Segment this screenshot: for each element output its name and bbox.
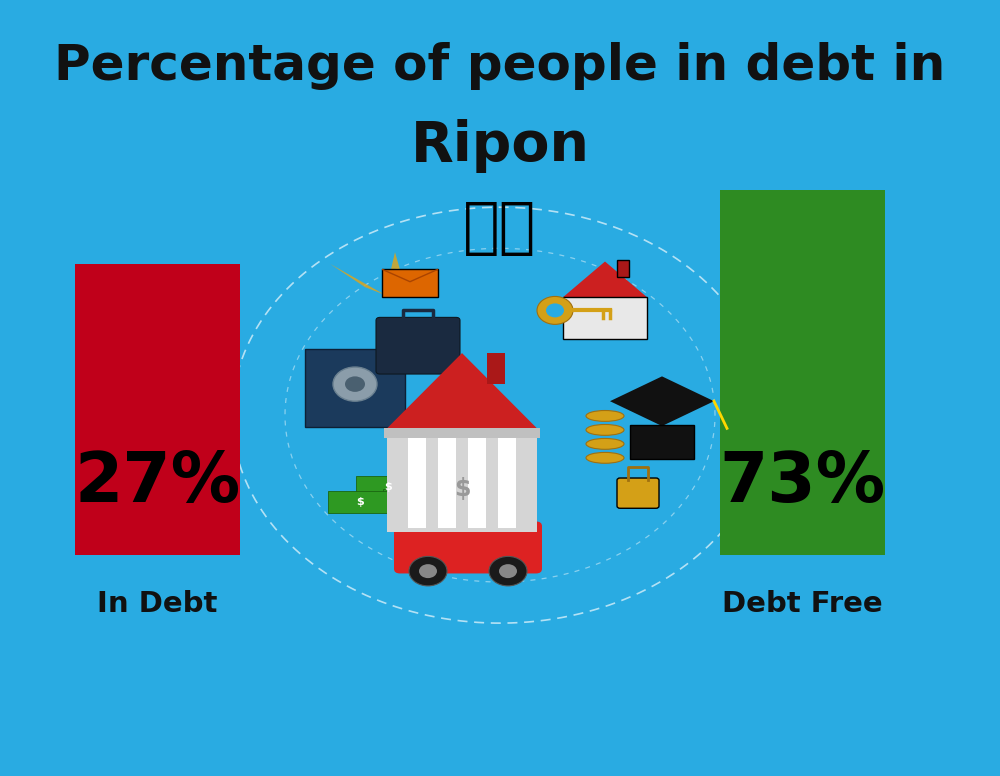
FancyBboxPatch shape	[487, 353, 505, 384]
Ellipse shape	[586, 438, 624, 449]
Text: Ripon: Ripon	[411, 119, 590, 173]
Text: $: $	[411, 495, 419, 504]
FancyBboxPatch shape	[394, 521, 542, 573]
FancyBboxPatch shape	[563, 297, 647, 339]
FancyBboxPatch shape	[383, 489, 447, 511]
Circle shape	[489, 556, 527, 586]
Text: 🇬🇧: 🇬🇧	[463, 199, 537, 258]
FancyBboxPatch shape	[387, 428, 537, 532]
Text: In Debt: In Debt	[97, 590, 218, 618]
Polygon shape	[610, 376, 714, 426]
Circle shape	[537, 296, 573, 324]
Ellipse shape	[586, 411, 624, 421]
Circle shape	[345, 376, 365, 392]
FancyBboxPatch shape	[720, 190, 885, 555]
Polygon shape	[387, 353, 537, 428]
FancyBboxPatch shape	[617, 478, 659, 508]
FancyBboxPatch shape	[468, 438, 486, 528]
FancyBboxPatch shape	[356, 476, 420, 497]
Polygon shape	[330, 264, 385, 295]
Circle shape	[546, 303, 564, 317]
Text: $: $	[454, 477, 470, 501]
Text: Percentage of people in debt in: Percentage of people in debt in	[54, 42, 946, 90]
FancyBboxPatch shape	[498, 438, 516, 528]
Text: $: $	[356, 497, 364, 507]
FancyBboxPatch shape	[382, 269, 438, 297]
FancyBboxPatch shape	[438, 438, 456, 528]
Polygon shape	[385, 252, 405, 295]
Ellipse shape	[586, 452, 624, 463]
Text: Debt Free: Debt Free	[722, 590, 883, 618]
FancyBboxPatch shape	[384, 428, 540, 438]
Circle shape	[419, 564, 437, 578]
Circle shape	[409, 556, 447, 586]
FancyBboxPatch shape	[630, 425, 694, 459]
Text: 27%: 27%	[74, 449, 241, 516]
Text: $: $	[384, 482, 392, 491]
FancyBboxPatch shape	[617, 260, 629, 277]
Ellipse shape	[586, 424, 624, 435]
FancyBboxPatch shape	[376, 317, 460, 374]
Polygon shape	[563, 262, 647, 297]
FancyBboxPatch shape	[305, 349, 405, 427]
Circle shape	[333, 367, 377, 401]
FancyBboxPatch shape	[428, 493, 508, 530]
FancyBboxPatch shape	[328, 491, 392, 513]
Circle shape	[499, 564, 517, 578]
FancyBboxPatch shape	[75, 264, 240, 555]
FancyBboxPatch shape	[408, 438, 426, 528]
Text: 73%: 73%	[719, 449, 886, 516]
